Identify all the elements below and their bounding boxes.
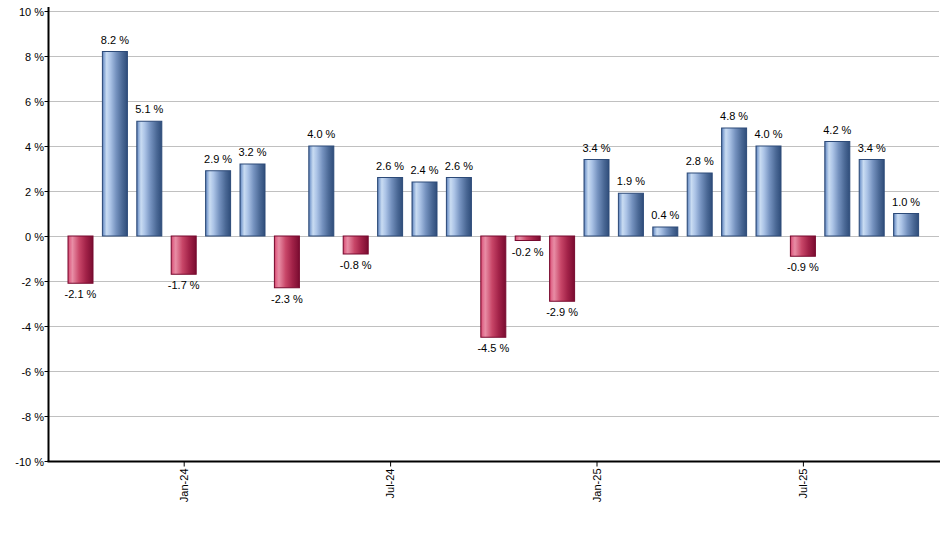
y-tick-label: -2 % [21, 276, 44, 288]
bar-value-label: 5.1 % [135, 103, 163, 115]
y-tick-label: 10 % [19, 6, 44, 18]
bar-value-label: 3.2 % [238, 146, 266, 158]
y-tick-label: 4 % [25, 141, 44, 153]
bar [240, 164, 265, 236]
monthly-returns-chart: 10 % 8 % 6 % 4 % 2 % 0 % -2 % -4 % -6 % -8 % -10 %… [0, 0, 940, 550]
y-tick-label: -8 % [21, 411, 44, 423]
labels: 10 % 8 % 6 % 4 % 2 % 0 % -2 % -4 % -6 % -8 % -10 %… [15, 6, 920, 503]
bar [859, 160, 884, 237]
x-tick-label: Jan-25 [591, 469, 603, 503]
bar [756, 146, 781, 236]
y-tick-label: 0 % [25, 231, 44, 243]
bar-value-label: 2.4 % [410, 164, 438, 176]
gridlines [49, 12, 940, 417]
bar [584, 160, 609, 237]
y-tick-label: -6 % [21, 366, 44, 378]
bar [515, 236, 540, 241]
bar-value-label: -1.7 % [168, 279, 200, 291]
bar [343, 236, 368, 254]
bar-value-label: 2.6 % [445, 160, 473, 172]
y-tick-label: -10 % [15, 456, 44, 468]
bar [206, 171, 231, 236]
bar-value-label: -4.5 % [477, 342, 509, 354]
bar-value-label: -0.8 % [340, 259, 372, 271]
bar-value-label: 4.0 % [307, 128, 335, 140]
bar-value-label: -0.2 % [512, 246, 544, 258]
bar-value-label: 8.2 % [101, 34, 129, 46]
bar [825, 142, 850, 237]
bar [790, 236, 815, 256]
bar [412, 182, 437, 236]
bar [102, 52, 127, 237]
bar-value-label: 4.0 % [754, 128, 782, 140]
bar [894, 214, 919, 237]
bar [550, 236, 575, 301]
bar [722, 128, 747, 236]
bar-value-label: 0.4 % [651, 209, 679, 221]
x-tick-label: Jul-24 [384, 469, 396, 499]
bar-value-label: -0.9 % [787, 261, 819, 273]
bar [68, 236, 93, 283]
bar [378, 178, 403, 237]
bar [653, 227, 678, 236]
bar-value-label: -2.3 % [271, 293, 303, 305]
bar-value-label: 2.9 % [204, 153, 232, 165]
y-tick-label: 2 % [25, 186, 44, 198]
x-tick-label: Jan-24 [178, 469, 190, 503]
bar-chart-svg: 10 % 8 % 6 % 4 % 2 % 0 % -2 % -4 % -6 % -8 % -10 %… [0, 0, 940, 550]
bar-value-label: 3.4 % [582, 142, 610, 154]
bar [446, 178, 471, 237]
bar-value-label: 4.2 % [823, 124, 851, 136]
y-tick-label: 6 % [25, 96, 44, 108]
bar [687, 173, 712, 236]
y-tick-label: 8 % [25, 51, 44, 63]
bar-value-label: 1.9 % [617, 175, 645, 187]
bar-value-label: 2.8 % [686, 155, 714, 167]
bar [309, 146, 334, 236]
bar [137, 121, 162, 236]
bar-value-label: 1.0 % [892, 196, 920, 208]
bar-value-label: 4.8 % [720, 110, 748, 122]
bar [618, 193, 643, 236]
bar-value-label: 3.4 % [858, 142, 886, 154]
bar [481, 236, 506, 337]
bar-value-label: -2.1 % [65, 288, 97, 300]
x-tick-label: Jul-25 [797, 469, 809, 499]
bar-value-label: 2.6 % [376, 160, 404, 172]
bar [274, 236, 299, 288]
bar [171, 236, 196, 274]
y-tick-label: -4 % [21, 321, 44, 333]
bars [68, 52, 919, 338]
bar-value-label: -2.9 % [546, 306, 578, 318]
